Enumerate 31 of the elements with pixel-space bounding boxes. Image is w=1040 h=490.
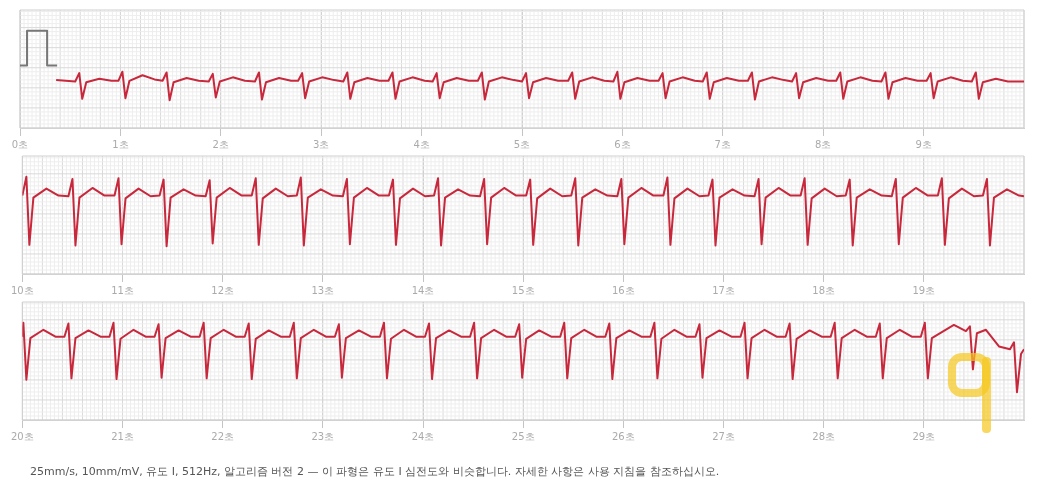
x-tick-label: 24초 — [411, 430, 435, 442]
x-tick-label: 6초 — [614, 138, 631, 150]
x-tick-label: 10초 — [11, 284, 34, 296]
x-tick-label: 22초 — [211, 430, 235, 442]
x-tick-label: 4초 — [413, 138, 430, 150]
text: 25mm/s, 10mm/mV, 유도 I, 512Hz, 알고리즘 버전 2 — 이 파형은 유도 I 심전도와 비슷합니다. 자세한 사항은 사용 지침을 참조하십시오. — [30, 464, 721, 479]
x-tick-label: 25초 — [511, 430, 535, 442]
x-tick-label: 29초 — [912, 430, 936, 442]
x-tick-label: 18초 — [812, 284, 836, 296]
x-tick-label: 5초 — [513, 138, 531, 150]
x-tick-label: 3초 — [313, 138, 330, 150]
x-tick-label: 26초 — [611, 430, 635, 442]
x-tick-label: 1초 — [112, 138, 129, 150]
x-tick-label: 9초 — [915, 138, 932, 150]
x-tick-label: 28초 — [812, 430, 836, 442]
x-tick-label: 8초 — [815, 138, 832, 150]
x-tick-label: 0초 — [11, 138, 29, 150]
x-tick-label: 27초 — [712, 430, 735, 442]
x-tick-label: 21초 — [111, 430, 134, 442]
x-tick-label: 14초 — [411, 284, 435, 296]
x-tick-label: 17초 — [712, 284, 735, 296]
x-tick-label: 16초 — [611, 284, 635, 296]
x-tick-label: 19초 — [912, 284, 936, 296]
x-tick-label: 12초 — [211, 284, 235, 296]
x-tick-label: 11초 — [111, 284, 134, 296]
x-tick-label: 20초 — [11, 430, 34, 442]
x-tick-label: 15초 — [511, 284, 535, 296]
x-tick-label: 13초 — [311, 284, 335, 296]
x-tick-label: 7초 — [714, 138, 731, 150]
x-tick-label: 2초 — [212, 138, 229, 150]
x-tick-label: 23초 — [311, 430, 335, 442]
